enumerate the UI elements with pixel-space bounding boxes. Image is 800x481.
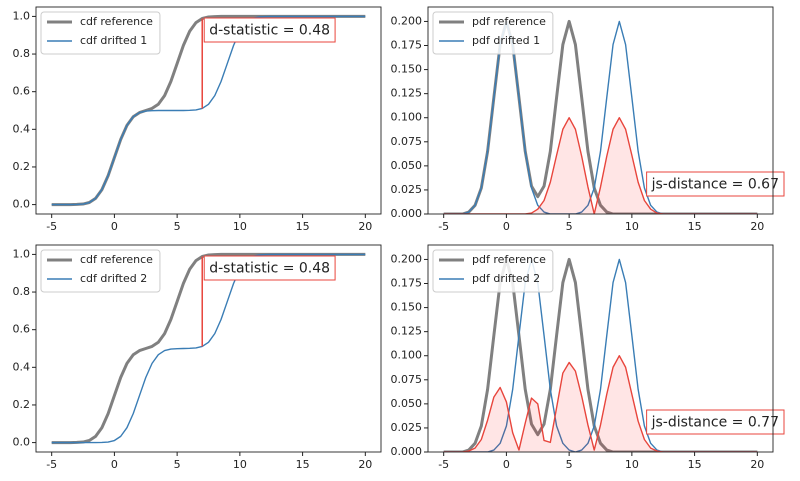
x-tick-label: -5 <box>438 220 449 233</box>
plot-area <box>443 257 758 452</box>
line <box>443 258 758 452</box>
y-tick-label: 0.8 <box>13 285 31 298</box>
subplot: -5 0 5 10 15 20 0.000 0.025 0.050 0.075 0.100 0.125… <box>391 6 785 233</box>
annotation-box <box>646 171 785 197</box>
axes-frame <box>427 6 774 215</box>
y-tick-label: 0.175 <box>391 39 423 52</box>
x-tick-label: 10 <box>233 458 247 471</box>
y-tick-label: 0.025 <box>391 183 423 196</box>
line <box>443 355 758 452</box>
legend-label: cdf drifted 1 <box>80 34 147 47</box>
x-tick-label: 10 <box>625 220 639 233</box>
x-tick-label: 5 <box>566 220 573 233</box>
x-tick-label: 5 <box>174 458 181 471</box>
y-tick-label: 0.050 <box>391 397 423 410</box>
annotation-box <box>203 255 336 281</box>
y-tick-label: 0.2 <box>13 160 31 173</box>
y-tick-label: 0.6 <box>13 323 31 336</box>
y-tick-label: 0.6 <box>13 85 31 98</box>
subplot: -5 0 5 10 15 20 0.000 0.025 0.050 0.075 0.100 0.125… <box>391 244 785 471</box>
x-tick-label: 20 <box>358 458 372 471</box>
y-tick-label: 0.8 <box>13 47 31 60</box>
y-tick-label: 0.075 <box>391 373 423 386</box>
axes-frame <box>427 244 774 453</box>
annotation-box <box>646 409 785 435</box>
annotation-text: js-distance = 0.77 <box>651 415 779 431</box>
y-tick-label: 0.100 <box>391 111 423 124</box>
x-tick-label: 0 <box>111 220 118 233</box>
y-tick-label: 1.0 <box>13 247 31 260</box>
y-tick-label: 0.0 <box>13 198 31 211</box>
legend-label: pdf drifted 1 <box>472 34 540 47</box>
y-tick-label: 1.0 <box>13 9 31 22</box>
y-tick-label: 0.0 <box>13 436 31 449</box>
x-tick-label: 0 <box>503 458 510 471</box>
x-tick-label: -5 <box>46 220 57 233</box>
x-tick-label: 20 <box>750 220 764 233</box>
y-tick-label: 0.100 <box>391 349 423 362</box>
y-tick-label: 0.050 <box>391 159 423 172</box>
y-tick-label: 0.4 <box>13 122 31 135</box>
x-tick-label: 10 <box>625 458 639 471</box>
y-tick-label: 0.000 <box>391 445 423 458</box>
axes-frame <box>35 6 382 215</box>
line <box>443 20 758 214</box>
x-tick-label: 15 <box>688 220 702 233</box>
annotation-text: d-statistic = 0.48 <box>209 23 330 39</box>
x-tick-label: 0 <box>503 220 510 233</box>
x-tick-label: -5 <box>438 458 449 471</box>
line <box>51 253 366 444</box>
legend-label: cdf reference <box>80 253 153 266</box>
y-tick-label: 0.125 <box>391 87 423 100</box>
y-tick-label: 0.2 <box>13 398 31 411</box>
plot-area <box>443 19 758 214</box>
y-tick-label: 0.150 <box>391 63 423 76</box>
legend-label: cdf reference <box>80 15 153 28</box>
legend-label: pdf reference <box>472 253 546 266</box>
subplot: -5 0 5 10 15 20 0.0 0.2 0.4 0.6 0.8 1.0 d-statistic … <box>13 244 382 471</box>
plot-area <box>51 14 366 207</box>
y-tick-label: 0.075 <box>391 135 423 148</box>
y-tick-label: 0.200 <box>391 252 423 265</box>
legend-label: cdf drifted 2 <box>80 272 147 285</box>
y-tick-label: 0.125 <box>391 325 423 338</box>
x-tick-label: 20 <box>358 220 372 233</box>
y-tick-label: 0.150 <box>391 301 423 314</box>
annotation-text: js-distance = 0.67 <box>651 177 779 193</box>
y-tick-label: 0.025 <box>391 421 423 434</box>
x-tick-label: 15 <box>688 458 702 471</box>
x-tick-label: -5 <box>46 458 57 471</box>
area-fill <box>443 117 758 214</box>
annotation-box <box>203 17 336 43</box>
x-tick-label: 15 <box>296 220 310 233</box>
plot-area <box>51 252 366 445</box>
line <box>443 117 758 214</box>
y-tick-label: 0.000 <box>391 207 423 220</box>
x-tick-label: 5 <box>566 458 573 471</box>
x-tick-label: 10 <box>233 220 247 233</box>
x-tick-label: 20 <box>750 458 764 471</box>
x-tick-label: 15 <box>296 458 310 471</box>
y-tick-label: 0.4 <box>13 360 31 373</box>
subplot: -5 0 5 10 15 20 0.0 0.2 0.4 0.6 0.8 1.0 d-statistic … <box>13 6 382 233</box>
legend-label: pdf drifted 2 <box>472 272 540 285</box>
annotation-text: d-statistic = 0.48 <box>209 261 330 277</box>
axes-frame <box>35 244 382 453</box>
x-tick-label: 0 <box>111 458 118 471</box>
legend-label: pdf reference <box>472 15 546 28</box>
line <box>51 15 366 206</box>
y-tick-label: 0.200 <box>391 14 423 27</box>
x-tick-label: 5 <box>174 220 181 233</box>
line <box>443 257 758 452</box>
y-tick-label: 0.175 <box>391 277 423 290</box>
